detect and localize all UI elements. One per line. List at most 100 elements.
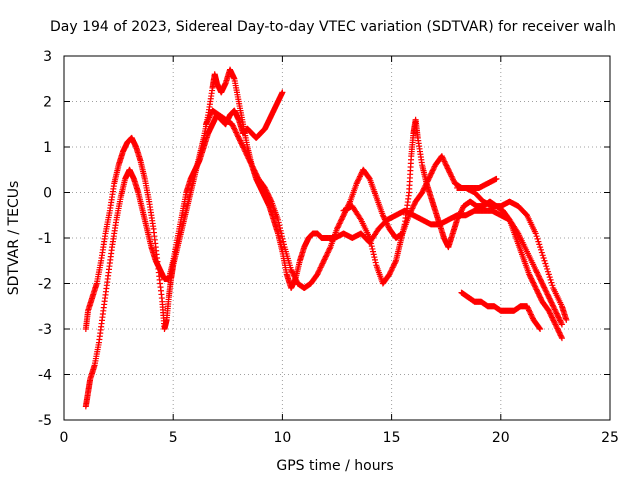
data-point <box>289 269 296 276</box>
data-point <box>371 254 378 261</box>
data-point <box>556 329 563 336</box>
data-point <box>547 276 554 283</box>
data-point <box>242 148 249 155</box>
data-point <box>530 279 537 286</box>
data-point <box>323 252 330 259</box>
data-point <box>563 316 570 323</box>
data-point <box>324 249 331 256</box>
data-point <box>232 128 239 135</box>
data-point <box>262 186 269 193</box>
data-point <box>368 243 375 250</box>
data-point <box>233 129 240 136</box>
data-point <box>446 168 453 175</box>
data-point <box>316 267 323 274</box>
data-point <box>554 325 561 332</box>
data-point <box>242 149 249 156</box>
data-point <box>541 285 548 292</box>
data-point <box>314 270 321 277</box>
data-point <box>558 321 565 328</box>
data-point <box>527 274 534 281</box>
data-point <box>547 311 554 318</box>
y-tick-label: 1 <box>43 140 52 156</box>
data-point <box>356 173 363 180</box>
data-point <box>557 332 564 339</box>
data-point <box>383 220 390 227</box>
data-point <box>320 257 327 264</box>
x-tick-label: 0 <box>60 430 69 446</box>
data-point <box>245 155 252 162</box>
data-point <box>240 145 247 152</box>
data-point <box>381 214 388 221</box>
axis-ticks <box>63 55 611 421</box>
data-point <box>551 318 558 325</box>
data-point <box>335 221 342 228</box>
data-point <box>534 269 541 276</box>
data-point <box>384 221 391 228</box>
data-point <box>334 224 341 231</box>
data-point <box>246 158 253 165</box>
data-point <box>542 287 549 294</box>
data-point <box>370 251 377 258</box>
data-point <box>442 159 449 166</box>
data-point <box>240 144 247 151</box>
data-point <box>430 166 437 173</box>
data-point <box>267 195 274 202</box>
data-point <box>457 209 464 216</box>
data-point <box>253 171 260 178</box>
data-point <box>536 241 543 248</box>
data-point <box>278 233 285 240</box>
data-point <box>204 118 211 125</box>
data-point <box>527 311 534 318</box>
data-point <box>456 212 463 219</box>
data-point <box>549 300 556 307</box>
data-point <box>553 324 560 331</box>
data-point <box>548 279 555 286</box>
data-point <box>279 89 286 96</box>
data-point <box>543 290 550 297</box>
data-point <box>445 166 452 173</box>
data-point <box>339 214 346 221</box>
data-point <box>528 312 535 319</box>
data-point <box>248 160 255 167</box>
data-point <box>527 310 534 317</box>
data-point <box>391 260 398 267</box>
data-point <box>235 134 242 141</box>
data-point <box>265 191 272 198</box>
data-point <box>261 184 268 191</box>
data-point <box>389 265 396 272</box>
data-point <box>553 310 560 317</box>
data-point <box>366 235 373 241</box>
data-point <box>546 295 553 302</box>
data-point <box>550 303 557 310</box>
data-point <box>552 307 559 314</box>
data-point <box>549 315 556 322</box>
data-point <box>319 260 326 267</box>
data-point <box>443 162 450 169</box>
data-point <box>250 164 257 171</box>
x-tick-label: 5 <box>169 430 178 446</box>
data-point <box>450 177 457 184</box>
data-point <box>249 163 256 170</box>
data-point <box>449 174 456 181</box>
data-point <box>392 259 399 266</box>
x-tick-label: 15 <box>383 430 401 446</box>
data-point <box>238 141 245 148</box>
data-point <box>547 298 554 305</box>
data-point <box>555 326 562 333</box>
data-point <box>448 173 455 180</box>
data-point <box>290 272 297 279</box>
data-point <box>524 303 531 310</box>
data-point <box>379 212 386 219</box>
data-point <box>458 207 465 214</box>
data-point <box>525 307 532 314</box>
data-point <box>528 275 535 282</box>
data-point <box>409 205 416 212</box>
data-point <box>545 292 552 299</box>
x-tick-label: 10 <box>273 430 291 446</box>
data-point <box>444 164 451 171</box>
data-point <box>537 295 544 302</box>
y-tick-label: 0 <box>43 186 52 202</box>
data-point <box>551 306 558 313</box>
data-point <box>339 213 346 220</box>
data-point <box>442 161 449 168</box>
